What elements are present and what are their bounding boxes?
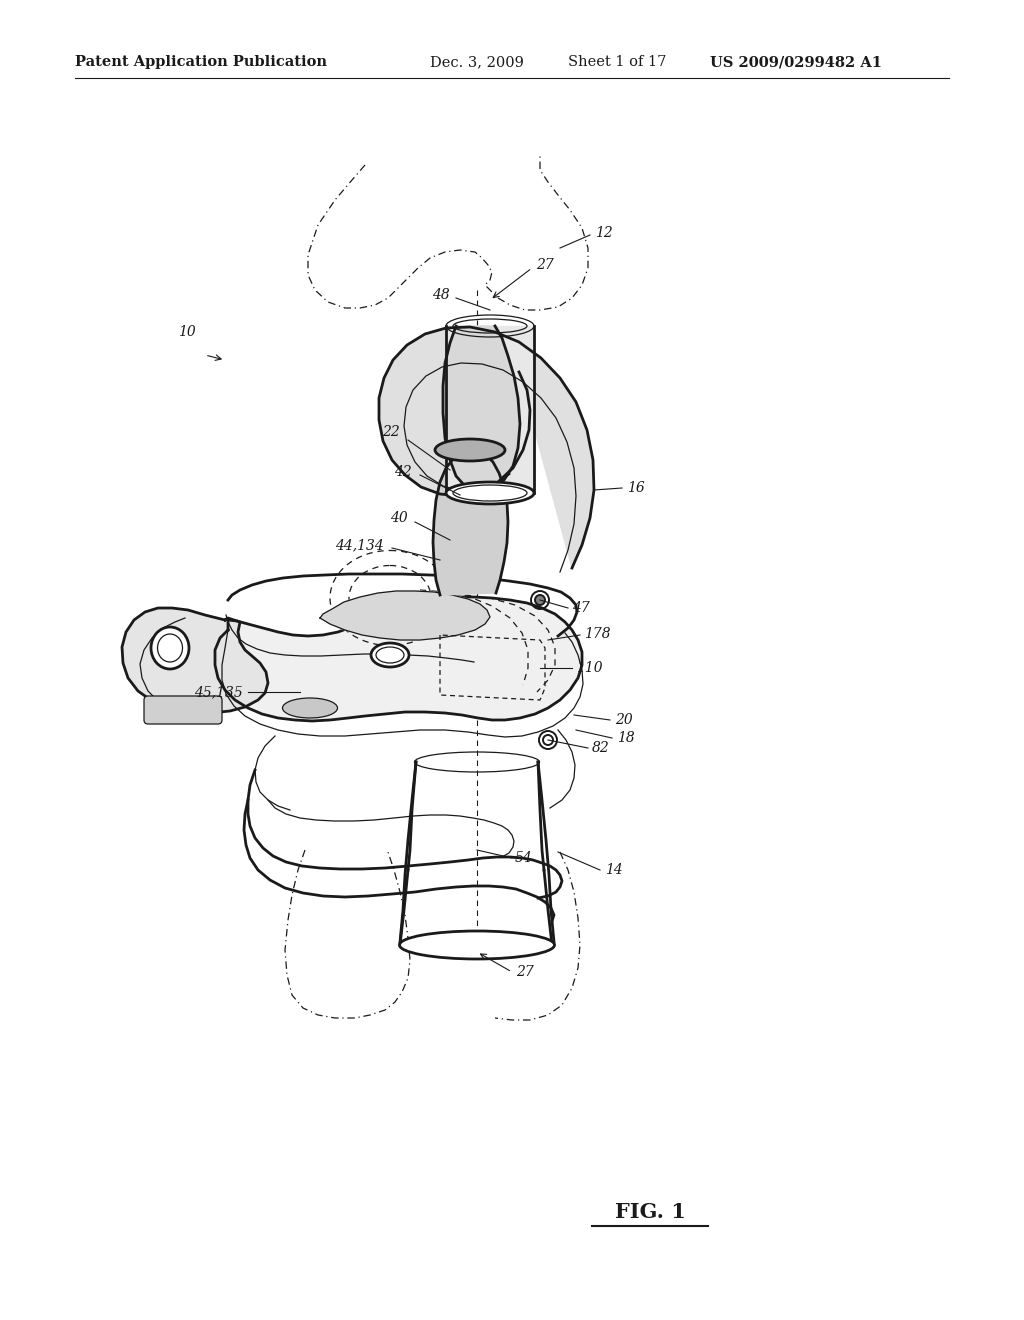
Ellipse shape	[158, 634, 182, 663]
Ellipse shape	[435, 440, 505, 461]
Text: 27: 27	[536, 257, 554, 272]
Text: 42: 42	[394, 465, 412, 479]
Text: 10: 10	[178, 325, 196, 339]
Text: 20: 20	[615, 713, 633, 727]
Polygon shape	[319, 591, 490, 640]
Ellipse shape	[535, 595, 545, 605]
Text: FIG. 1: FIG. 1	[614, 1201, 686, 1222]
Ellipse shape	[399, 931, 555, 960]
Polygon shape	[122, 609, 268, 713]
Polygon shape	[443, 326, 520, 490]
Text: 22: 22	[382, 425, 400, 440]
Text: 82: 82	[592, 741, 609, 755]
Ellipse shape	[151, 627, 189, 669]
Text: Sheet 1 of 17: Sheet 1 of 17	[568, 55, 667, 69]
Ellipse shape	[543, 735, 553, 744]
Ellipse shape	[446, 482, 534, 504]
Text: 54: 54	[515, 851, 532, 865]
Polygon shape	[379, 327, 594, 568]
FancyBboxPatch shape	[144, 696, 222, 723]
Polygon shape	[446, 326, 534, 492]
Ellipse shape	[283, 698, 338, 718]
Text: 27: 27	[516, 965, 534, 979]
Polygon shape	[433, 450, 508, 595]
Polygon shape	[215, 597, 582, 721]
Text: 40: 40	[390, 511, 408, 525]
Text: 16: 16	[627, 480, 645, 495]
Text: 44,134: 44,134	[335, 539, 384, 552]
Text: 48: 48	[432, 288, 450, 302]
Ellipse shape	[376, 647, 404, 663]
Ellipse shape	[453, 484, 527, 502]
Text: 178: 178	[584, 627, 610, 642]
Text: 12: 12	[595, 226, 612, 240]
Text: 14: 14	[605, 863, 623, 876]
Text: US 2009/0299482 A1: US 2009/0299482 A1	[710, 55, 882, 69]
Text: Dec. 3, 2009: Dec. 3, 2009	[430, 55, 524, 69]
Text: 45,135: 45,135	[195, 685, 243, 700]
Text: 110: 110	[575, 661, 603, 675]
Text: Patent Application Publication: Patent Application Publication	[75, 55, 327, 69]
Ellipse shape	[371, 643, 409, 667]
Text: 47: 47	[572, 601, 590, 615]
Text: 18: 18	[617, 731, 635, 744]
